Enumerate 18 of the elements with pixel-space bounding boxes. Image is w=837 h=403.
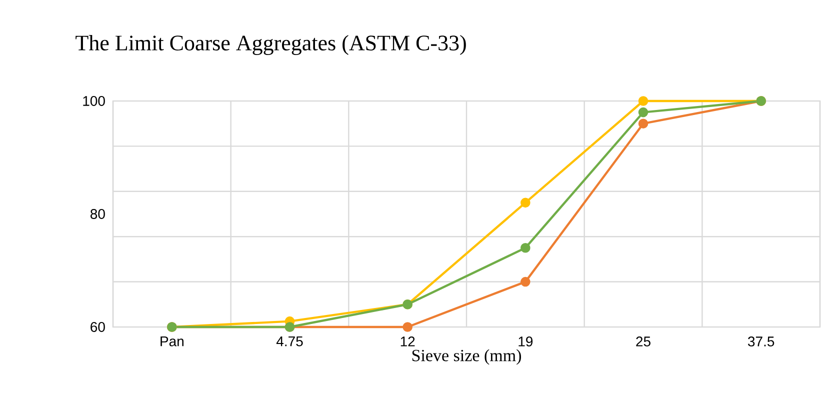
- point: [402, 322, 412, 332]
- point: [520, 242, 530, 253]
- x-tick-label: 12: [400, 336, 415, 346]
- y-tick-label: 100: [83, 96, 105, 106]
- y-tick-label: 80: [90, 209, 105, 219]
- x-tick-label: Pan: [160, 336, 184, 346]
- point: [638, 107, 648, 118]
- x-tick-label: 25: [636, 336, 650, 346]
- x-axis-title: Sieve size (mm): [412, 349, 521, 365]
- point: [520, 276, 530, 287]
- point: [638, 96, 648, 106]
- point: [520, 198, 530, 208]
- y-tick-label: 60: [90, 322, 105, 332]
- x-tick-label: 19: [518, 336, 533, 346]
- x-tick-label: 4.75: [276, 336, 303, 346]
- point: [638, 118, 648, 128]
- chart-title: The Limit Coarse Aggregates (ASTM C-33): [76, 34, 466, 55]
- x-tick-label: 37.5: [748, 336, 774, 346]
